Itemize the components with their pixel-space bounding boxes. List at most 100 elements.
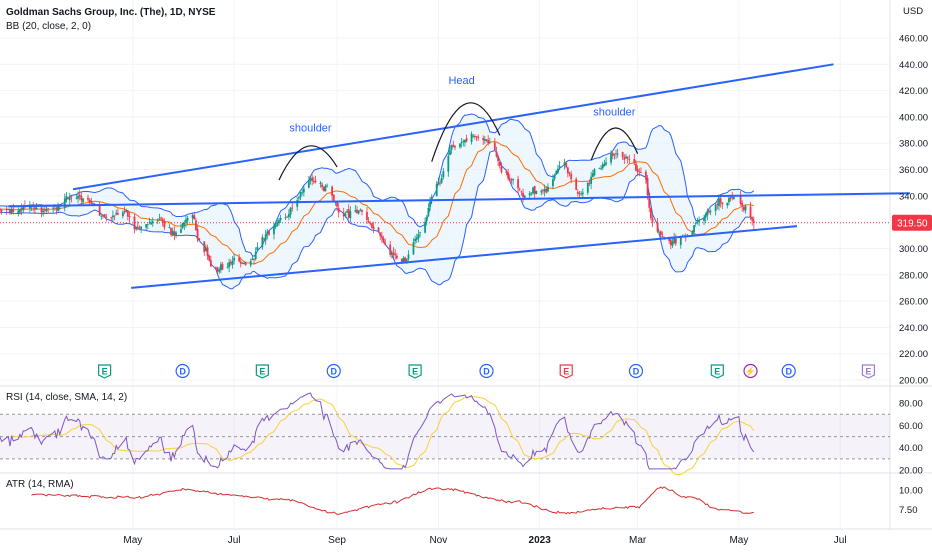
candle-body — [742, 207, 745, 211]
candle-body — [419, 232, 421, 234]
candle-body — [0, 209, 1, 211]
candle-body — [33, 207, 36, 210]
candle-body — [439, 182, 441, 184]
head-arc[interactable] — [431, 102, 501, 162]
event-marker-dividend[interactable]: D — [326, 363, 341, 379]
candle-body — [121, 212, 124, 217]
event-marker-split[interactable]: ⚡ — [743, 363, 758, 379]
candle-body — [600, 168, 602, 170]
event-marker-dividend[interactable]: D — [781, 363, 796, 379]
event-marker-earnings-green[interactable]: E — [255, 364, 269, 379]
rsi-pane[interactable] — [0, 392, 890, 476]
head-label[interactable]: Head — [448, 75, 474, 87]
rsi-sma-line — [9, 396, 755, 476]
event-marker-dividend[interactable]: D — [628, 363, 644, 379]
candle-body — [407, 254, 410, 259]
left-shoulder-label[interactable]: shoulder — [289, 122, 332, 134]
candle-body — [671, 241, 674, 246]
event-marker-shape — [628, 363, 644, 379]
candle-body — [276, 222, 279, 226]
event-markers[interactable]: E D E D E D E D E ⚡ D E — [98, 363, 876, 379]
candle-body — [218, 269, 221, 272]
event-marker-earnings-green[interactable]: E — [710, 364, 724, 379]
price-tick-label: 400.00 — [899, 112, 928, 123]
candle-body — [449, 150, 451, 156]
candle-body — [751, 217, 754, 221]
candle-body — [460, 142, 463, 144]
candle-body — [718, 198, 720, 207]
candle-body — [636, 169, 639, 172]
trendline-0[interactable] — [72, 63, 834, 191]
candle-body — [610, 153, 612, 163]
rsi-line — [0, 392, 755, 470]
candle-body — [384, 242, 387, 246]
event-marker-dividend[interactable]: D — [479, 363, 494, 379]
price-tick-label: 460.00 — [899, 34, 928, 45]
event-marker-shape — [743, 363, 758, 379]
candle-body — [477, 136, 480, 139]
candle-body — [58, 207, 61, 209]
price-tick-label: 380.00 — [899, 139, 928, 150]
atr-pane[interactable] — [31, 486, 754, 515]
trendline-2[interactable] — [131, 225, 798, 289]
candle-body — [286, 216, 289, 218]
candle-body — [694, 223, 697, 225]
candle-body — [473, 136, 476, 138]
event-marker-letter: E — [412, 367, 418, 377]
time-tick-label: May — [123, 535, 142, 546]
candle-body — [520, 191, 523, 193]
event-marker-letter: D — [179, 367, 186, 377]
candle-body — [726, 202, 729, 206]
right-shoulder-label[interactable]: shoulder — [593, 107, 636, 119]
trendline-1[interactable] — [8, 192, 910, 208]
candle-body — [337, 208, 340, 213]
indicator-label: BB (20, close, 2, 0) — [6, 21, 92, 32]
price-tick-label: 420.00 — [899, 86, 928, 97]
candle-body — [563, 162, 566, 166]
event-marker-earnings-green[interactable]: E — [98, 364, 112, 379]
candle-body — [528, 193, 531, 196]
event-marker-earnings-red[interactable]: E — [559, 364, 573, 379]
trendlines[interactable] — [8, 63, 910, 289]
candle-body — [497, 155, 500, 162]
candle-body — [191, 215, 194, 219]
candle-body — [659, 231, 662, 236]
candle-body — [615, 153, 617, 155]
axes[interactable]: USD 460.00 440.00 420.00 400.00 380.00 360.00 3… — [123, 6, 932, 546]
left-shoulder-arc[interactable] — [278, 145, 338, 181]
candle-body — [487, 140, 490, 144]
candle-body — [357, 210, 360, 214]
right-shoulder-arc[interactable] — [590, 127, 639, 161]
candle-body — [183, 222, 186, 225]
event-marker-dividend[interactable]: D — [175, 363, 190, 379]
rsi-tick-label: 20.00 — [899, 466, 923, 477]
candle-body — [488, 141, 491, 143]
candle-body — [482, 138, 485, 141]
candle-body — [102, 215, 104, 216]
candle-body — [47, 208, 50, 210]
price-tick-label: 240.00 — [899, 323, 928, 334]
candle-body — [289, 207, 292, 215]
candle-body — [454, 145, 456, 148]
candle-body — [382, 238, 385, 243]
event-marker-shape — [559, 364, 573, 379]
candle-body — [43, 209, 46, 211]
event-marker-shape — [175, 363, 190, 379]
candle-body — [136, 226, 139, 228]
candle-body — [415, 237, 418, 240]
event-marker-earnings-green[interactable]: E — [408, 364, 422, 379]
event-marker-earnings-future[interactable]: E — [861, 364, 876, 379]
pattern-annotations[interactable]: shoulder Head shoulder — [278, 75, 639, 181]
candle-body — [268, 230, 270, 235]
candle-body — [698, 219, 700, 222]
candle-body — [366, 211, 368, 221]
event-marker-shape — [479, 363, 494, 379]
candle-body — [331, 186, 333, 196]
candle-body — [679, 237, 682, 245]
event-marker-shape — [326, 363, 341, 379]
candle-body — [616, 153, 619, 155]
candle-body — [140, 226, 143, 229]
candle-body — [557, 168, 559, 173]
